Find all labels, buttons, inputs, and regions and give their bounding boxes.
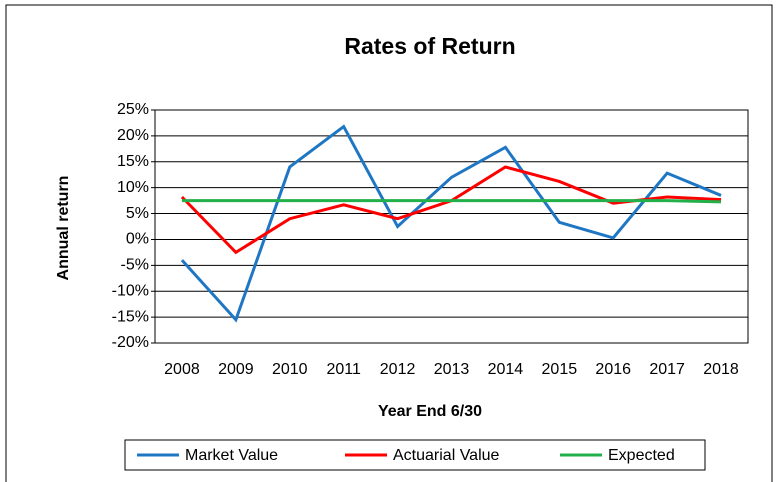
chart-title: Rates of Return bbox=[344, 33, 515, 59]
data-line bbox=[181, 199, 722, 204]
y-tick-label: 25% bbox=[117, 101, 149, 118]
x-tick-label: 2009 bbox=[218, 361, 254, 378]
y-tick-label: 20% bbox=[117, 127, 149, 144]
x-tick-label: 2008 bbox=[164, 361, 200, 378]
x-tick-label: 2015 bbox=[542, 361, 578, 378]
y-tick-label: 0% bbox=[126, 231, 149, 248]
y-tick-label: -15% bbox=[112, 308, 149, 325]
plot-area bbox=[154, 109, 749, 344]
y-tick-label: -5% bbox=[121, 257, 149, 274]
y-tick-label: -20% bbox=[112, 334, 149, 351]
y-tick-label: -10% bbox=[112, 282, 149, 299]
y-tick-label: 15% bbox=[117, 153, 149, 170]
legend-label: Actuarial Value bbox=[393, 447, 500, 464]
x-tick-label: 2016 bbox=[595, 361, 631, 378]
x-tick-label: 2014 bbox=[488, 361, 524, 378]
legend-label: Market Value bbox=[185, 447, 278, 464]
y-tick-label: 10% bbox=[117, 179, 149, 196]
x-tick-label: 2017 bbox=[649, 361, 685, 378]
legend-box bbox=[124, 439, 706, 471]
x-tick-label: 2011 bbox=[326, 361, 361, 378]
x-axis-title: Year End 6/30 bbox=[378, 403, 482, 420]
legend-label: Expected bbox=[608, 447, 675, 464]
x-tick-label: 2010 bbox=[272, 361, 308, 378]
x-tick-label: 2013 bbox=[434, 361, 470, 378]
y-tick-label: 5% bbox=[126, 205, 149, 222]
y-axis-title: Annual return bbox=[55, 176, 72, 281]
x-tick-label: 2012 bbox=[380, 361, 416, 378]
data-line bbox=[180, 124, 722, 323]
x-tick-label: 2018 bbox=[703, 361, 739, 378]
